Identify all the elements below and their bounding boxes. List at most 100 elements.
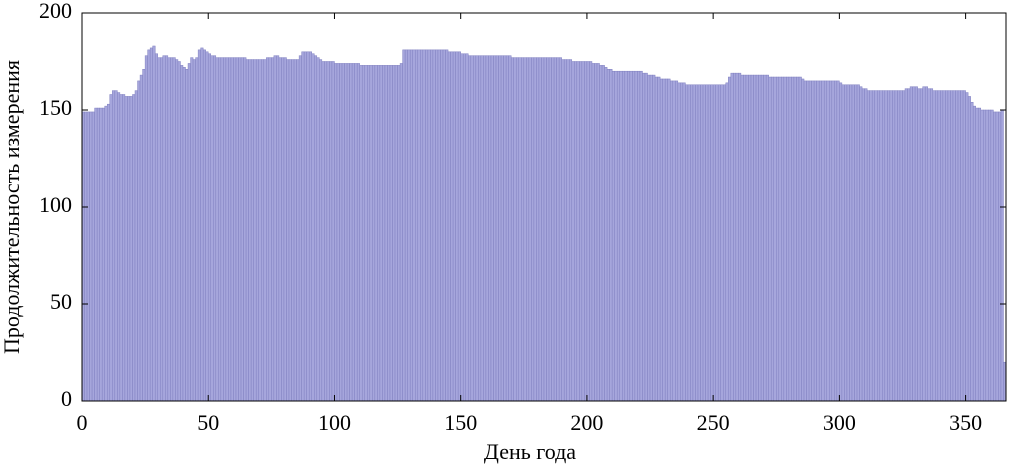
- bar: [894, 90, 898, 402]
- bar: [260, 59, 265, 402]
- bar: [531, 57, 535, 402]
- y-tick-label: 50: [50, 289, 72, 314]
- bar: [887, 90, 891, 402]
- bar: [377, 65, 381, 402]
- bar: [826, 80, 830, 402]
- bar: [99, 107, 103, 402]
- bar: [485, 55, 489, 402]
- bar: [387, 65, 391, 402]
- bar: [316, 57, 320, 402]
- bar: [604, 67, 608, 402]
- bar: [836, 80, 840, 402]
- bar: [919, 88, 923, 402]
- bar: [945, 90, 949, 402]
- bar: [402, 49, 406, 402]
- bar: [500, 55, 504, 402]
- bar: [654, 76, 658, 402]
- bar: [596, 63, 600, 402]
- bar: [770, 76, 774, 402]
- bar: [326, 61, 330, 402]
- bar: [725, 82, 729, 402]
- bar: [521, 57, 525, 402]
- bar: [149, 47, 153, 402]
- bar: [515, 57, 520, 402]
- bar: [172, 57, 176, 402]
- bar: [715, 84, 719, 402]
- bar: [571, 61, 575, 402]
- bar: [185, 69, 189, 402]
- bar: [213, 55, 217, 402]
- bar: [922, 86, 926, 402]
- bar: [876, 90, 881, 402]
- x-tick-label: 50: [197, 410, 219, 435]
- bar: [634, 70, 638, 402]
- bar: [117, 92, 121, 402]
- bar: [717, 84, 721, 402]
- bar: [972, 105, 976, 402]
- bar: [667, 78, 671, 402]
- bar: [440, 49, 444, 402]
- bar: [465, 53, 469, 402]
- bar: [399, 63, 403, 402]
- bar: [965, 92, 969, 402]
- bar: [859, 86, 863, 402]
- bar: [899, 90, 903, 402]
- bar: [753, 74, 757, 402]
- bar: [271, 57, 275, 402]
- bar: [495, 55, 499, 402]
- bar: [462, 53, 466, 402]
- bar: [967, 96, 971, 402]
- bar: [137, 80, 141, 402]
- bar: [334, 63, 338, 402]
- bar: [871, 90, 875, 402]
- bar: [962, 90, 966, 402]
- bar: [238, 57, 242, 402]
- bar: [417, 49, 421, 402]
- bar: [551, 57, 555, 402]
- bar: [806, 80, 810, 402]
- bar: [384, 65, 388, 402]
- bar: [243, 57, 247, 402]
- bar: [526, 57, 530, 402]
- bar: [662, 78, 666, 402]
- bar: [303, 51, 307, 402]
- bar: [101, 107, 105, 402]
- bar: [197, 49, 201, 402]
- bar: [536, 57, 540, 402]
- bar: [162, 55, 166, 402]
- bar: [293, 59, 297, 402]
- bar: [202, 49, 206, 402]
- bar: [748, 74, 752, 402]
- bar: [803, 80, 807, 402]
- bar: [823, 80, 828, 402]
- bar: [112, 90, 116, 402]
- bar: [937, 90, 941, 402]
- bar: [478, 55, 482, 402]
- bar: [758, 74, 762, 402]
- bar: [437, 49, 441, 402]
- bar: [341, 63, 345, 402]
- bar: [591, 63, 595, 402]
- bar: [664, 78, 668, 402]
- bar: [308, 51, 312, 402]
- x-tick-label: 250: [697, 410, 730, 435]
- bar: [619, 70, 623, 402]
- bar: [745, 74, 749, 402]
- bar: [637, 70, 641, 402]
- bar: [510, 57, 514, 402]
- bar: [205, 51, 209, 402]
- bar: [339, 63, 343, 402]
- bar: [445, 49, 449, 402]
- bar: [134, 90, 138, 402]
- bar: [695, 84, 699, 402]
- bar: [533, 57, 537, 402]
- bar: [235, 57, 239, 402]
- y-tick-label: 150: [39, 95, 72, 120]
- bar: [122, 94, 126, 402]
- bar: [712, 84, 716, 402]
- bar: [233, 57, 237, 402]
- bar: [86, 111, 90, 402]
- bar: [844, 84, 848, 402]
- bar: [263, 59, 267, 402]
